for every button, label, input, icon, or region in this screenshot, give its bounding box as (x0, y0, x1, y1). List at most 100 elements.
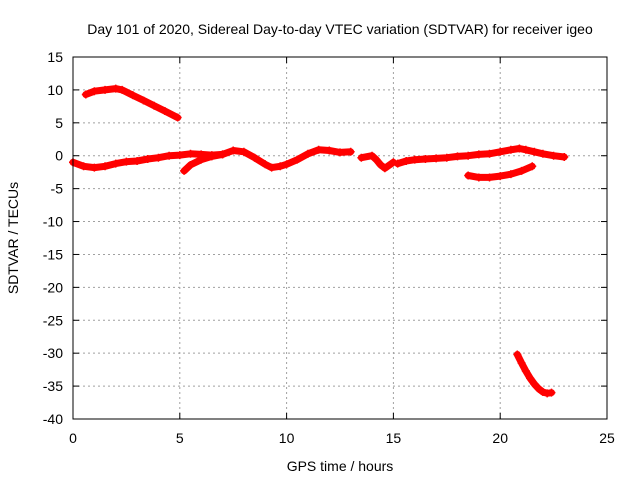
data-point (421, 155, 430, 164)
y-tick-label: 5 (55, 115, 63, 131)
chart-title: Day 101 of 2020, Sidereal Day-to-day VTE… (87, 21, 593, 37)
data-point (376, 160, 385, 169)
data-point (372, 155, 381, 164)
series-arc-bottom-right (513, 350, 556, 398)
data-point (150, 101, 159, 110)
data-point (368, 151, 377, 160)
data-point (186, 149, 195, 158)
data-point (229, 146, 238, 155)
data-series (69, 84, 569, 398)
data-point (180, 166, 189, 175)
x-axis-ticks: 0 5 10 15 20 25 (69, 57, 615, 446)
data-point (276, 162, 285, 171)
data-point (432, 154, 441, 163)
data-point (538, 149, 547, 158)
data-point (282, 160, 291, 169)
data-point (143, 155, 152, 164)
data-point (515, 144, 524, 153)
data-point (293, 155, 302, 164)
y-tick-label: 10 (47, 82, 63, 98)
data-point (175, 151, 184, 160)
series-band (82, 85, 182, 122)
data-point (506, 145, 515, 154)
y-tick-label: 0 (55, 148, 63, 164)
data-point (314, 145, 323, 154)
data-point (346, 147, 355, 156)
data-point (250, 153, 259, 162)
y-tick-label: -30 (43, 345, 63, 361)
data-point (165, 151, 174, 160)
data-point (485, 173, 494, 182)
data-point (81, 90, 90, 99)
data-point (303, 149, 312, 158)
x-tick-label: 10 (279, 430, 295, 446)
data-point (464, 151, 473, 160)
data-point (506, 170, 515, 179)
y-tick-label: -15 (43, 246, 63, 262)
x-tick-label: 20 (492, 430, 508, 446)
data-point (90, 87, 99, 96)
x-axis-label: GPS time / hours (287, 458, 394, 474)
x-tick-label: 15 (386, 430, 402, 446)
data-point (160, 106, 169, 115)
x-tick-label: 25 (599, 430, 615, 446)
data-point (118, 85, 127, 94)
data-point (218, 150, 227, 159)
data-point (528, 162, 537, 171)
plot-frame (72, 56, 608, 420)
data-point (521, 145, 530, 154)
data-point (496, 172, 505, 181)
data-point (197, 155, 206, 164)
data-point (133, 156, 142, 165)
data-point (128, 91, 137, 100)
data-point (530, 147, 539, 156)
series-arc-right-lower (464, 162, 537, 182)
data-point (101, 85, 110, 94)
data-point (239, 147, 248, 156)
y-axis-ticks: 15 10 5 0 -5 -10 -15 -20 -25 -30 -35 -40 (43, 49, 607, 427)
data-point (526, 374, 535, 383)
data-point (474, 150, 483, 159)
y-tick-label: -10 (43, 214, 63, 230)
data-point (111, 84, 120, 93)
series-arc-upper-left (81, 84, 182, 122)
series-band-right (393, 144, 569, 168)
data-point (357, 153, 366, 162)
data-point (530, 380, 539, 389)
data-point (538, 388, 547, 397)
y-tick-label: -20 (43, 279, 63, 295)
data-point (79, 162, 88, 171)
data-point (111, 159, 120, 168)
data-point (267, 163, 276, 172)
y-tick-label: -25 (43, 312, 63, 328)
series-band-left-lower (180, 150, 227, 175)
data-point (90, 163, 99, 172)
data-point (517, 166, 526, 175)
data-point (453, 152, 462, 161)
data-point (402, 156, 411, 165)
y-tick-label: -40 (43, 411, 63, 427)
data-point (474, 173, 483, 182)
data-point (154, 153, 163, 162)
y-tick-label: -35 (43, 378, 63, 394)
y-tick-label: -5 (51, 181, 64, 197)
data-point (122, 157, 131, 166)
data-point (521, 366, 530, 375)
data-point (534, 384, 543, 393)
data-point (549, 151, 558, 160)
data-point (261, 160, 270, 169)
data-point (139, 96, 148, 105)
data-point (336, 148, 344, 157)
data-point (380, 164, 389, 173)
y-tick-label: 15 (47, 49, 63, 65)
data-point (517, 359, 526, 368)
x-tick-label: 5 (176, 430, 184, 446)
data-point (560, 153, 569, 162)
x-tick-label: 0 (69, 430, 77, 446)
data-point (513, 350, 522, 359)
data-point (173, 113, 182, 122)
data-point (442, 153, 451, 162)
series-sparse-middle (357, 151, 398, 173)
